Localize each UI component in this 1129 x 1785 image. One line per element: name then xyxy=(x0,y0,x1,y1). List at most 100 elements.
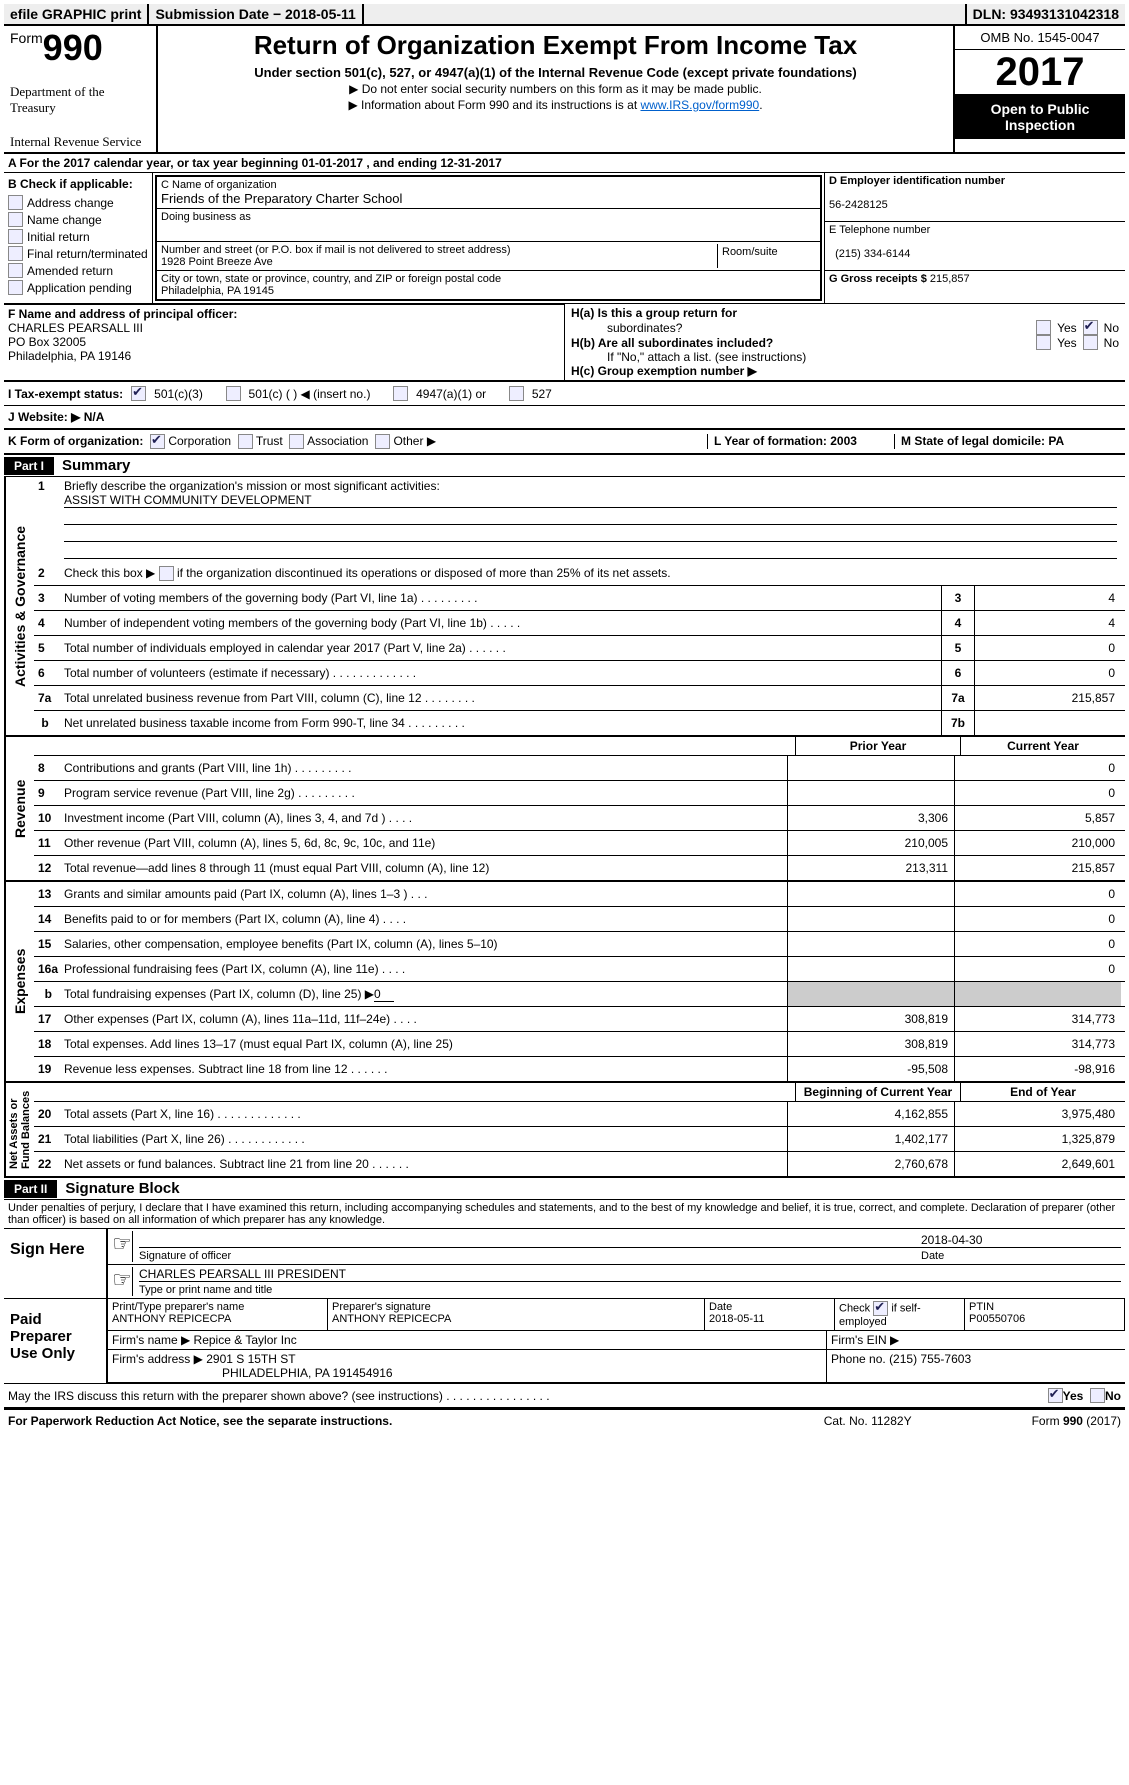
l18-cy: 314,773 xyxy=(954,1032,1121,1056)
firm-phone: (215) 755-7603 xyxy=(889,1352,971,1366)
form-org-label: K Form of organization: xyxy=(8,434,143,448)
cb-501c[interactable] xyxy=(226,386,241,401)
prep-sig: ANTHONY REPICECPA xyxy=(332,1313,451,1325)
omb-number: OMB No. 1545-0047 xyxy=(955,26,1125,50)
cb-discuss-no[interactable] xyxy=(1090,1388,1105,1403)
l14-py xyxy=(787,907,954,931)
line7a-val: 215,857 xyxy=(974,686,1121,710)
prep-date: 2018-05-11 xyxy=(709,1313,764,1325)
l9-cy: 0 xyxy=(954,781,1121,805)
row-f-h: F Name and address of principal officer:… xyxy=(4,304,1125,381)
row-j-website: J Website: ▶ N/A xyxy=(4,406,1125,430)
cb-name-change[interactable] xyxy=(8,212,23,227)
l9-py xyxy=(787,781,954,805)
cb-initial-return[interactable] xyxy=(8,229,23,244)
entity-grid: B Check if applicable: Address change Na… xyxy=(4,173,1125,304)
line2: Check this box ▶ if the organization dis… xyxy=(64,566,1121,581)
year-formation: L Year of formation: 2003 xyxy=(714,434,857,448)
cb-hb-no[interactable] xyxy=(1083,335,1098,350)
ein-label: D Employer identification number xyxy=(829,175,1005,187)
cb-corp[interactable] xyxy=(150,434,165,449)
line1-text: Briefly describe the organization's miss… xyxy=(64,479,1121,493)
row-i-tax-exempt: I Tax-exempt status: 501(c)(3) 501(c) ( … xyxy=(4,381,1125,406)
line20: Total assets (Part X, line 16) . . . . .… xyxy=(64,1107,787,1121)
cb-501c3[interactable] xyxy=(131,386,146,401)
officer-signature-line[interactable] xyxy=(139,1231,921,1248)
discuss-row: May the IRS discuss this return with the… xyxy=(4,1384,1125,1409)
cb-self-employed[interactable] xyxy=(873,1301,888,1316)
l19-cy: -98,916 xyxy=(954,1057,1121,1081)
l20-py: 4,162,855 xyxy=(787,1102,954,1126)
note2-pre: ▶ Information about Form 990 and its ins… xyxy=(348,98,640,112)
sign-arrow-icon-2: ☞ xyxy=(112,1267,133,1296)
vlabel-net: Net Assets or Fund Balances xyxy=(4,1083,34,1176)
line21: Total liabilities (Part X, line 26) . . … xyxy=(64,1132,787,1146)
cb-assoc[interactable] xyxy=(289,434,304,449)
line16a: Professional fundraising fees (Part IX, … xyxy=(64,962,787,976)
gross-value: 215,857 xyxy=(930,273,970,285)
firm-addr-lbl: Firm's address ▶ xyxy=(112,1352,203,1366)
l22-cy: 2,649,601 xyxy=(954,1152,1121,1176)
tel-label: E Telephone number xyxy=(829,224,930,236)
cb-final-return[interactable] xyxy=(8,246,23,261)
firm-addr: 2901 S 15TH ST xyxy=(206,1352,295,1366)
part1-header: Part I Summary xyxy=(4,455,1125,477)
l8-py xyxy=(787,756,954,780)
hdr-end-year: End of Year xyxy=(960,1083,1125,1101)
part1-title: Summary xyxy=(54,455,138,476)
line8: Contributions and grants (Part VIII, lin… xyxy=(64,761,787,775)
tel-value: (215) 334-6144 xyxy=(835,248,910,260)
cb-trust[interactable] xyxy=(238,434,253,449)
footer-left: For Paperwork Reduction Act Notice, see … xyxy=(8,1414,392,1428)
form-header: Form990 Department of the Treasury Inter… xyxy=(4,26,1125,154)
part2-tag: Part II xyxy=(4,1180,57,1198)
cb-discuss-yes[interactable] xyxy=(1048,1388,1063,1403)
cb-other[interactable] xyxy=(375,434,390,449)
cb-application-pending[interactable] xyxy=(8,280,23,295)
officer-city: Philadelphia, PA 19146 xyxy=(8,349,131,363)
city-value: Philadelphia, PA 19145 xyxy=(161,285,274,297)
cb-ha-yes[interactable] xyxy=(1036,320,1051,335)
officer-name-title: CHARLES PEARSALL III PRESIDENT xyxy=(139,1267,1121,1282)
org-name: Friends of the Preparatory Charter Schoo… xyxy=(161,190,402,206)
dba-label: Doing business as xyxy=(161,211,251,223)
officer-label: F Name and address of principal officer: xyxy=(8,307,237,321)
footer-center: Cat. No. 11282Y xyxy=(824,1414,912,1428)
line12: Total revenue—add lines 8 through 11 (mu… xyxy=(64,861,787,875)
room-label: Room/suite xyxy=(722,246,778,258)
ptin-lbl: PTIN xyxy=(969,1301,994,1313)
l16b-cy-shaded xyxy=(954,982,1121,1006)
form-subtitle: Under section 501(c), 527, or 4947(a)(1)… xyxy=(166,65,945,80)
cb-hb-yes[interactable] xyxy=(1036,335,1051,350)
mission-blank2 xyxy=(64,525,1117,542)
cb-527[interactable] xyxy=(509,386,524,401)
line9: Program service revenue (Part VIII, line… xyxy=(64,786,787,800)
irs-link[interactable]: www.IRS.gov/form990 xyxy=(640,98,759,112)
line3-text: Number of voting members of the governin… xyxy=(64,591,941,605)
l21-cy: 1,325,879 xyxy=(954,1127,1121,1151)
l12-cy: 215,857 xyxy=(954,856,1121,880)
l19-py: -95,508 xyxy=(787,1057,954,1081)
l17-py: 308,819 xyxy=(787,1007,954,1031)
cb-address-change[interactable] xyxy=(8,195,23,210)
cb-ha-no[interactable] xyxy=(1083,320,1098,335)
hb-label: H(b) Are all subordinates included? xyxy=(571,336,773,350)
officer-name-label: Type or print name and title xyxy=(139,1284,272,1296)
line5-val: 0 xyxy=(974,636,1121,660)
vlabel-expenses: Expenses xyxy=(4,882,34,1081)
cb-line2[interactable] xyxy=(159,566,174,581)
l13-py xyxy=(787,882,954,906)
ha-label: H(a) Is this a group return for xyxy=(571,306,737,320)
perjury-statement: Under penalties of perjury, I declare th… xyxy=(4,1200,1125,1229)
line11: Other revenue (Part VIII, column (A), li… xyxy=(64,836,787,850)
part2-header: Part II Signature Block xyxy=(4,1178,1125,1200)
l10-cy: 5,857 xyxy=(954,806,1121,830)
l16b-py-shaded xyxy=(787,982,954,1006)
tax-exempt-label: I Tax-exempt status: xyxy=(8,387,123,401)
line6-val: 0 xyxy=(974,661,1121,685)
state-domicile: M State of legal domicile: PA xyxy=(901,434,1064,448)
l11-py: 210,005 xyxy=(787,831,954,855)
cb-4947[interactable] xyxy=(393,386,408,401)
cb-amended[interactable] xyxy=(8,263,23,278)
street-value: 1928 Point Breeze Ave xyxy=(161,256,273,268)
